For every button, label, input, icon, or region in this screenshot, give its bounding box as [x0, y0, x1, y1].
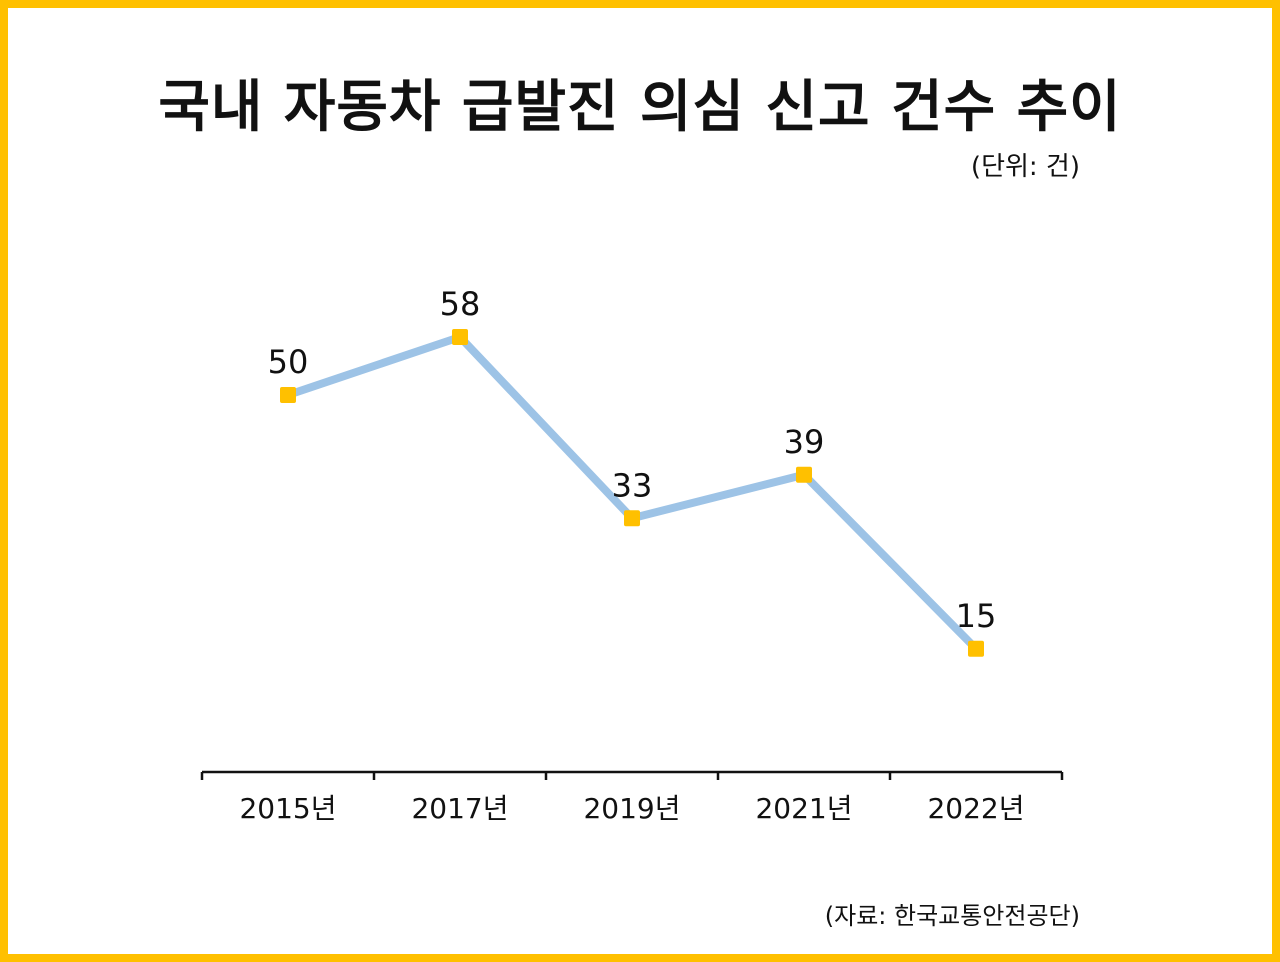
label-group: 50 58 33 39 15 [268, 285, 997, 635]
data-point-marker [452, 329, 468, 345]
data-point-marker [624, 510, 640, 527]
x-tick-label: 2022년 [927, 792, 1024, 825]
marker-group [280, 329, 984, 657]
unit-label: (단위: 건) [970, 152, 1080, 182]
chart-title: 국내 자동차 급발진 의심 신고 건수 추이 [158, 75, 1122, 140]
data-label: 58 [440, 285, 481, 323]
data-label: 50 [268, 343, 309, 381]
data-label: 33 [612, 466, 653, 504]
x-tick-label: 2021년 [755, 792, 852, 825]
source-note: (자료: 한국교통안전공단) [824, 902, 1080, 930]
data-point-marker [796, 466, 812, 483]
data-point-marker [280, 387, 296, 403]
data-label: 15 [956, 597, 997, 635]
data-label: 39 [784, 423, 825, 461]
x-tick-label: 2017년 [411, 792, 508, 825]
x-axis: 2015년 2017년 2019년 2021년 2022년 [200, 770, 1064, 825]
x-tick-label: 2015년 [239, 792, 336, 825]
data-point-marker [968, 640, 984, 657]
x-tick-label: 2019년 [583, 792, 680, 825]
